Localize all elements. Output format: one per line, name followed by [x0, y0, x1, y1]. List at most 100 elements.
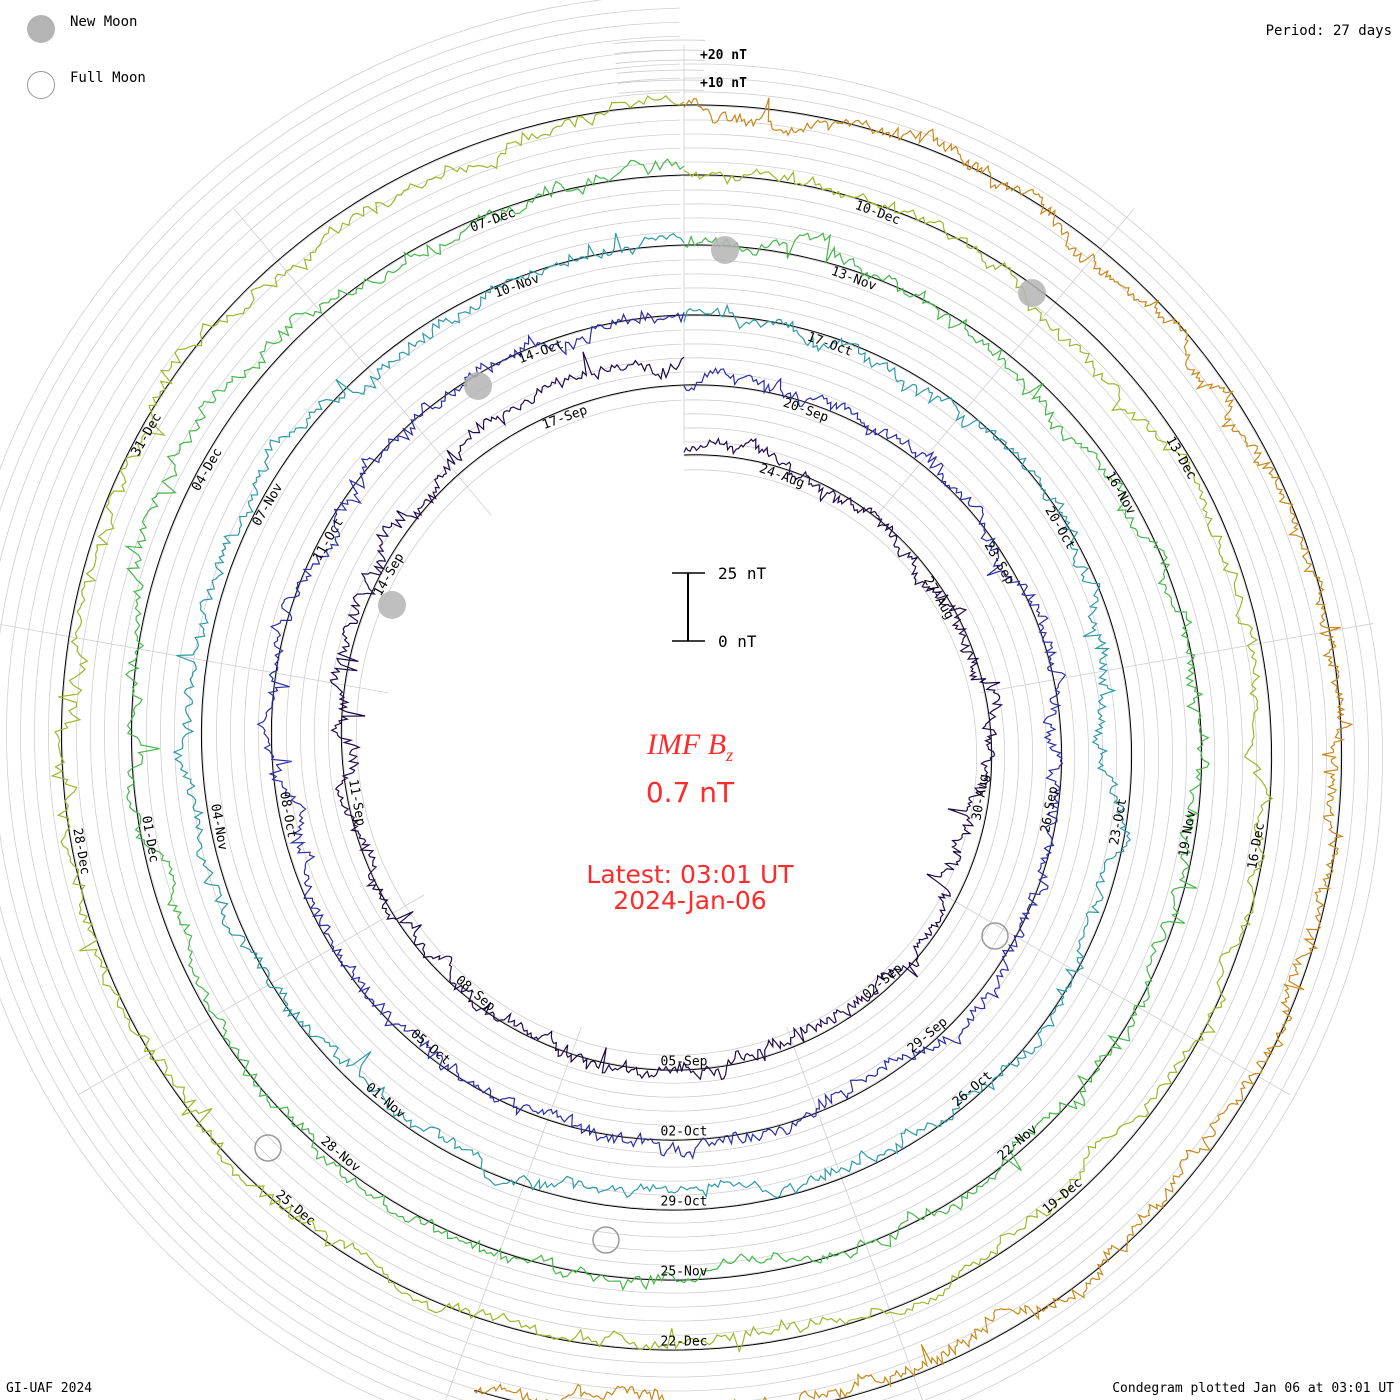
ring-date-label: 25-Nov [661, 1265, 708, 1280]
bz-trace-ring-5 [50, 94, 1274, 1354]
baseline-spiral [270, 314, 1063, 1141]
footer-credit: GI-UAF 2024 [6, 1381, 93, 1396]
ring-date-label: 20-Sep [781, 396, 830, 426]
ring-date-label: 23-Sep [981, 539, 1018, 587]
grid-arc [313, 357, 1020, 1098]
ring-date-label: 27-Aug [920, 574, 956, 622]
scale-bar-top-label: 25 nT [718, 564, 767, 583]
bz-trace-ring-6 [473, 97, 1354, 1400]
ring-date-label: 07-Dec [468, 205, 517, 235]
ring-date-label: 14-Oct [516, 337, 565, 367]
grid-arc [0, 21, 1355, 1400]
grid-arc [75, 119, 1258, 1336]
scale-ring-arc [613, 39, 706, 44]
baseline-spiral [340, 384, 993, 1071]
new-moon-marker [1018, 279, 1046, 307]
grid-arc [145, 189, 1188, 1266]
ring-date-label: 24-Aug [757, 461, 806, 491]
grid-arc [0, 7, 1369, 1400]
grid-arc [229, 273, 1104, 1182]
bz-trace-ring-2 [256, 309, 1067, 1160]
grid-arc [34, 77, 1299, 1378]
grid-arc [20, 63, 1313, 1392]
grid-arc [131, 175, 1202, 1280]
grid-arc [257, 301, 1076, 1154]
scale-ring-label-10: +10 nT [700, 76, 747, 91]
grid-arc [341, 385, 992, 1070]
ring-date-label: 19-Dec [1040, 1176, 1086, 1218]
scale-ring-arc [614, 49, 705, 54]
scale-ring-arc [617, 79, 704, 84]
bz-trace-ring-1 [329, 351, 1004, 1081]
ring-date-label: 22-Dec [661, 1335, 708, 1350]
bz-trace-ring-4 [124, 158, 1210, 1292]
full-moon-marker [981, 922, 1009, 950]
full-moon-marker [592, 1226, 620, 1254]
grid-arc [299, 343, 1034, 1112]
period-label: Period: 27 days [1265, 23, 1392, 39]
ring-date-label: 22-Nov [995, 1122, 1041, 1164]
latest-time: Latest: 03:01 UT [586, 860, 794, 889]
scale-bar-bottom-label: 0 nT [718, 632, 757, 651]
center-value: 0.7 nT [645, 776, 735, 809]
baseline-spiral [474, 104, 1343, 1400]
center-title: IMF Bz [490, 728, 890, 766]
ring-date-label: 26-Oct [950, 1068, 996, 1110]
grid-arc [187, 231, 1146, 1224]
full-moon-icon [27, 71, 55, 99]
ring-date-label: 17-Sep [540, 403, 589, 433]
footer-plotted: Condegram plotted Jan 06 at 03:01 UT [1112, 1381, 1394, 1396]
bz-trace-ring-3 [172, 232, 1132, 1199]
grid-arc [327, 371, 1006, 1084]
grid-arc [271, 315, 1062, 1140]
new-moon-legend-label: New Moon [70, 14, 138, 30]
new-moon-icon [27, 15, 55, 43]
new-moon-marker [464, 372, 492, 400]
ring-date-label: 02-Oct [661, 1125, 708, 1140]
grid-arc [243, 287, 1090, 1168]
grid-arc [355, 399, 978, 1056]
radial-spoke [943, 894, 1291, 1096]
grid-arc [6, 49, 1327, 1400]
radial-spoke [77, 894, 425, 1096]
baseline-spiral [60, 104, 1273, 1351]
radial-spoke [0, 623, 389, 694]
grid-arc [201, 245, 1132, 1210]
ring-date-label: 05-Sep [661, 1055, 708, 1070]
grid-arc [0, 35, 1341, 1400]
full-moon-marker [254, 1134, 282, 1162]
radial-spoke [786, 1026, 923, 1400]
grid-arc [48, 91, 1285, 1364]
radial-spoke [445, 1026, 582, 1400]
ring-date-label: 02-Sep [860, 961, 906, 1003]
baseline-spiral [130, 174, 1203, 1281]
ring-date-label: 10-Nov [492, 271, 541, 301]
grid-arc [117, 161, 1216, 1294]
ring-date-label: 08-Sep [452, 973, 498, 1015]
center-title-subscript: z [726, 745, 734, 765]
ring-date-label: 29-Oct [661, 1195, 708, 1210]
ring-date-label: 17-Oct [805, 330, 854, 360]
new-moon-marker [711, 236, 739, 264]
radial-spoke [979, 623, 1374, 694]
ring-date-label: 04-Dec [189, 446, 225, 494]
ring-date-label: 20-Oct [1041, 504, 1077, 552]
scale-ring-label-20: +20 nT [700, 48, 747, 63]
grid-arc [159, 203, 1174, 1252]
ring-date-label: 13-Dec [1163, 434, 1199, 482]
baseline-spiral [200, 244, 1133, 1211]
ring-date-label: 13-Nov [829, 264, 878, 294]
grid-arc [89, 133, 1244, 1322]
latest-date: 2024-Jan-06 [613, 886, 767, 915]
ring-date-label: 29-Sep [905, 1015, 951, 1057]
center-title-main: IMF B [646, 728, 727, 761]
new-moon-marker [378, 591, 406, 619]
grid-arc [215, 259, 1118, 1196]
scale-ring-arc [615, 59, 705, 64]
full-moon-legend-label: Full Moon [70, 70, 146, 86]
scale-ring-arc [616, 69, 705, 74]
grid-arc [173, 217, 1160, 1238]
scale-ring-arc [618, 89, 704, 94]
